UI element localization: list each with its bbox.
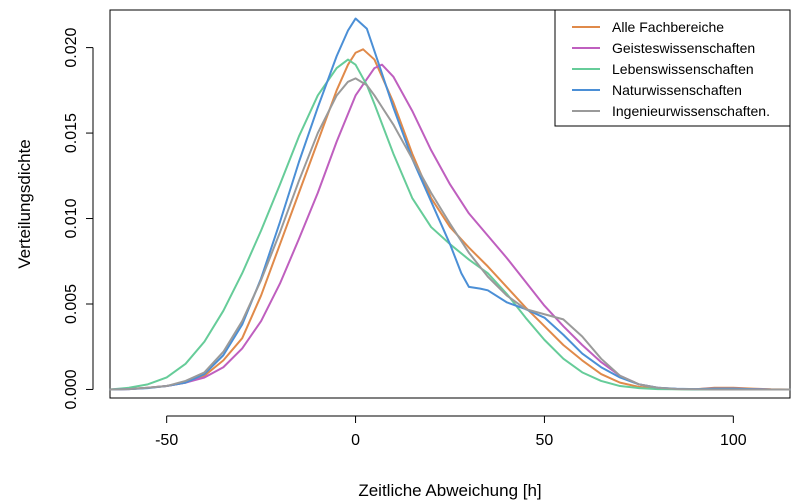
y-tick-label: 0.015 [63, 113, 80, 153]
y-tick-label: 0.000 [63, 369, 80, 409]
x-tick-label: 100 [720, 432, 747, 449]
x-tick-label: 0 [351, 432, 360, 449]
y-axis-title: Verteilungsdichte [15, 139, 34, 268]
x-tick-label: -50 [155, 432, 178, 449]
x-axis: -50 0 50 100 [155, 415, 747, 449]
y-axis: 0.000 0.005 0.010 0.015 0.020 [63, 27, 94, 409]
series-curves [109, 17, 791, 391]
legend: Alle Fachbereiche Geisteswissenschaften Le… [554, 9, 791, 127]
y-tick-label: 0.020 [63, 27, 80, 67]
legend-label: Geisteswissenschaften [612, 40, 755, 56]
legend-items: Alle Fachbereiche Geisteswissenschaften Le… [572, 19, 770, 119]
legend-label: Alle Fachbereiche [612, 19, 724, 35]
legend-label: Ingenieurwissenschaften. [612, 103, 770, 119]
y-tick-label: 0.010 [63, 198, 80, 238]
legend-label: Naturwissenschaften [612, 82, 742, 98]
series-line-5 [109, 77, 791, 391]
plot-frame [109, 9, 791, 399]
x-axis-title: Zeitliche Abweichung [h] [358, 481, 541, 500]
x-tick-label: 50 [536, 432, 554, 449]
y-tick-label: 0.005 [63, 284, 80, 324]
legend-label: Lebenswissenschaften [612, 61, 754, 77]
